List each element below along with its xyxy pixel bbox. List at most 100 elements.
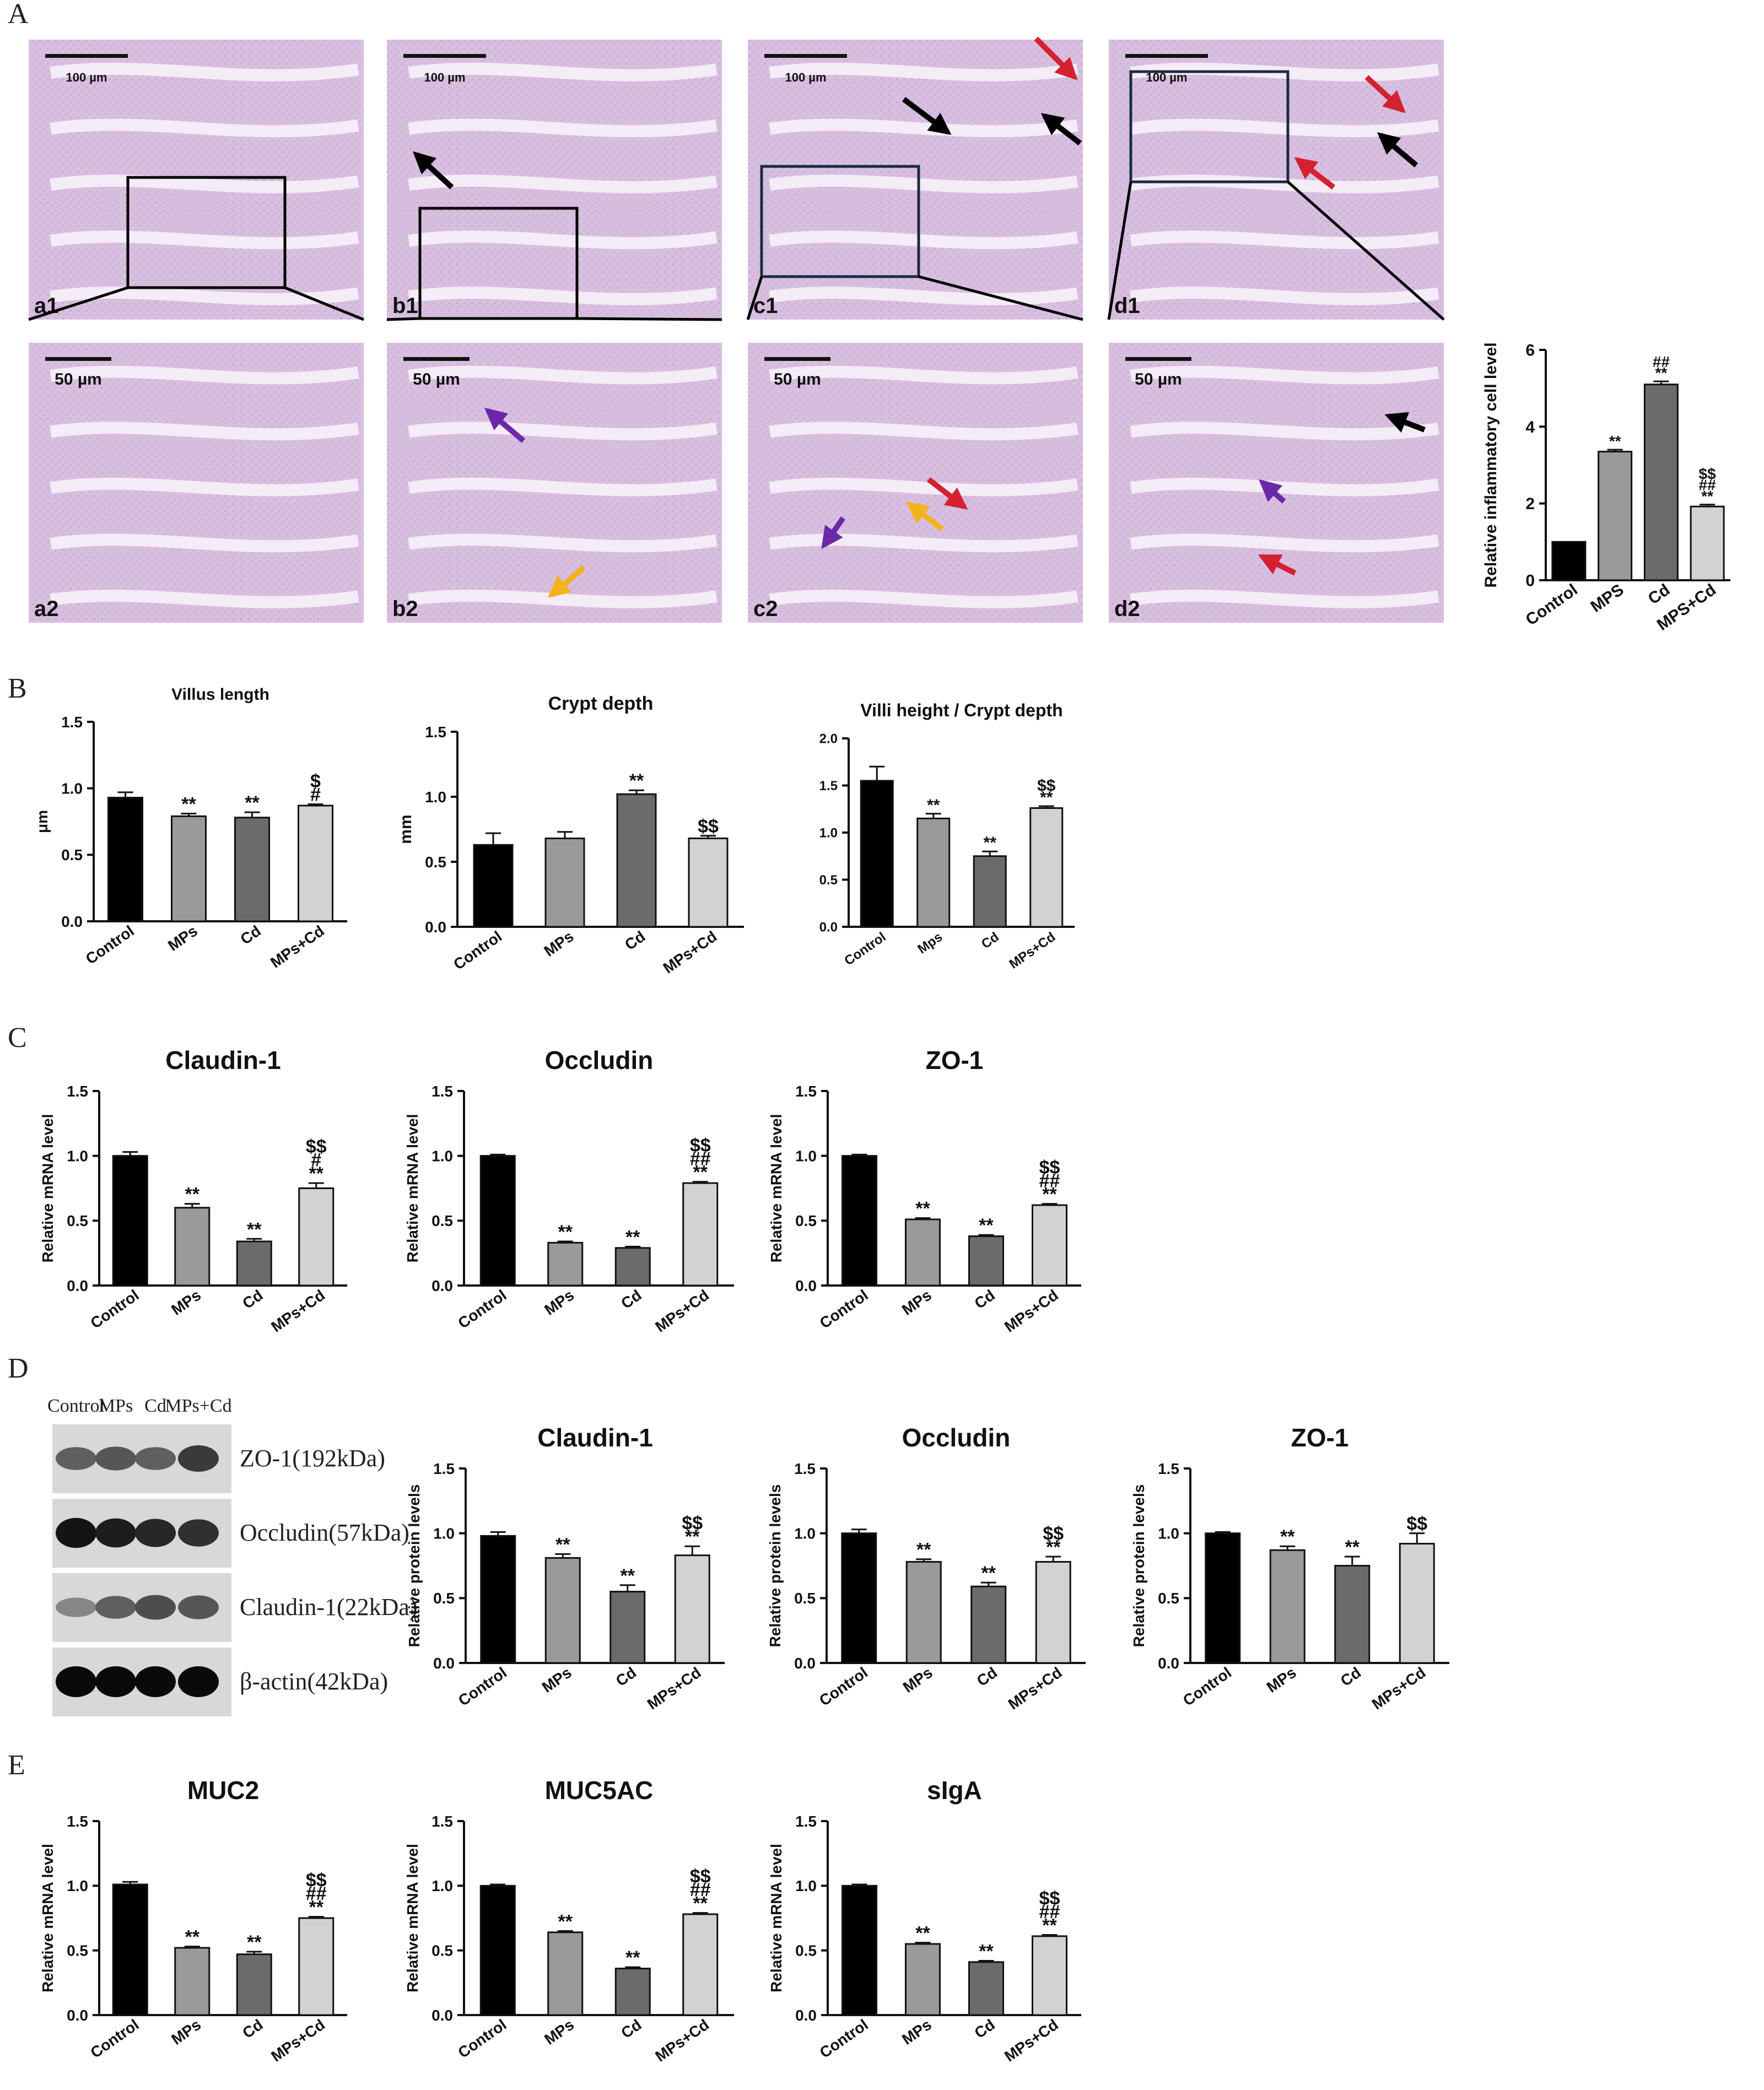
micrograph-b2: 50 µm b2	[387, 343, 722, 623]
x-tick-label: MPs	[541, 2016, 577, 2048]
red-arrow-icon	[1364, 75, 1406, 114]
x-tick-label: MPs	[899, 2016, 935, 2048]
significance-marker: **	[915, 1198, 930, 1219]
x-tick-label: MPs+Cd	[268, 1287, 328, 1336]
significance-marker: **	[247, 1932, 262, 1953]
bar-chart-10: MUC2 0.0 0.5 1.0 1.5 Relative mRNA level Contr…	[39, 1776, 347, 2065]
x-tick-label: Control	[1180, 1664, 1234, 1709]
y-tick-label: 0.0	[1158, 1655, 1179, 1672]
x-tick-label: Control	[817, 2016, 871, 2061]
micrograph-label: d1	[1114, 294, 1140, 318]
micrograph-label: a2	[34, 597, 59, 621]
scale-bar-label: 100 µm	[66, 71, 107, 84]
significance-marker: $$	[1699, 465, 1717, 482]
scale-bar-label: 50 µm	[55, 370, 102, 388]
x-tick-label: Mps	[915, 930, 945, 957]
significance-marker: $$	[682, 1513, 703, 1534]
wb-band	[135, 1447, 176, 1470]
x-tick-label: Control	[87, 1287, 142, 1332]
significance-marker: $$	[1406, 1514, 1427, 1535]
wb-lane-label: Control	[47, 1396, 105, 1416]
scale-bar	[1125, 357, 1191, 361]
lumen-gap	[769, 287, 1078, 305]
y-tick-label: 1.5	[819, 779, 838, 793]
scale-bar-label: 50 µm	[413, 370, 460, 388]
black-arrow-icon	[1377, 132, 1418, 168]
x-tick-label: MPs	[541, 928, 576, 960]
yellow-arrow-icon	[547, 565, 586, 598]
black-arrow-icon	[1384, 412, 1426, 433]
significance-marker: **	[621, 1565, 635, 1586]
x-tick-label: MPs	[165, 922, 201, 954]
y-tick-label: 1.5	[61, 714, 83, 731]
y-tick-label: 0.5	[433, 1590, 455, 1607]
wb-band	[56, 1447, 96, 1470]
red-arrow-icon	[926, 477, 968, 510]
x-tick-label: Cd	[613, 1664, 639, 1690]
y-tick-label: 0.5	[431, 1212, 453, 1229]
y-tick-label: 6	[1525, 342, 1535, 360]
y-tick-label: 1.0	[433, 1525, 455, 1542]
x-tick-label: MPS	[1587, 581, 1627, 616]
wb-band	[95, 1446, 136, 1471]
y-tick-label: 0.5	[67, 1942, 88, 1959]
bar-0	[479, 1155, 516, 1287]
panel-letter-b: B	[8, 673, 27, 704]
y-tick-label: 0.0	[431, 1277, 453, 1294]
x-tick-label: MPs+Cd	[268, 2016, 328, 2065]
micrograph-a2: 50 µm a2	[29, 343, 364, 623]
significance-marker: **	[1655, 364, 1667, 381]
significance-marker: **	[181, 794, 196, 815]
bar-1	[547, 1931, 584, 2016]
y-tick-label: 0.5	[1158, 1590, 1179, 1607]
significance-marker: **	[558, 1911, 573, 1932]
zoom-box	[28, 176, 364, 321]
x-tick-label: MPs	[168, 2016, 204, 2048]
lumen-gap	[50, 477, 359, 496]
significance-marker: ##	[1039, 1902, 1060, 1922]
micrograph-d2: 50 µm d2	[1109, 343, 1444, 623]
significance-marker: **	[555, 1534, 570, 1555]
panel-letter-e: E	[8, 1749, 25, 1781]
x-tick-label: MPs+Cd	[652, 1287, 712, 1336]
significance-marker: $	[310, 771, 321, 792]
significance-marker: ##	[690, 1148, 711, 1169]
bar-2	[236, 1953, 272, 2016]
lumen-gap	[408, 287, 718, 305]
bar-0	[860, 780, 894, 928]
y-tick-label: 0.5	[795, 1942, 817, 1959]
scale-bar	[1125, 54, 1208, 58]
significance-marker: **	[629, 770, 644, 791]
significance-marker: **	[916, 1540, 931, 1560]
significance-marker: **	[979, 1941, 994, 1962]
bar-1	[1598, 451, 1633, 581]
wb-band	[95, 1518, 136, 1548]
lumen-gap	[408, 477, 718, 496]
y-tick-label: 0.5	[819, 873, 838, 888]
bar-2	[1643, 384, 1679, 581]
significance-marker: $$	[306, 1870, 327, 1891]
lumen-gap	[1130, 365, 1439, 385]
bar-2	[1334, 1565, 1371, 1664]
bar-chart-3: Villi height / Crypt depth 0.0 0.5 1.0 1.5 2.…	[819, 700, 1075, 972]
x-tick-label: MPs+Cd	[267, 922, 327, 971]
zoom-box	[386, 207, 722, 321]
bar-3	[688, 838, 729, 928]
significance-marker: **	[984, 834, 997, 852]
x-tick-label: MPs+Cd	[1001, 2016, 1061, 2065]
bar-0	[473, 844, 514, 928]
significance-marker: **	[979, 1215, 994, 1236]
wb-band	[135, 1519, 176, 1547]
y-tick-label: 1.0	[795, 1147, 817, 1164]
chart-title: Villus length	[171, 685, 269, 704]
lumen-gap	[1130, 533, 1439, 553]
bar-0	[480, 1535, 516, 1664]
chart-title: Occludin	[902, 1423, 1011, 1452]
wb-lane-label: MPs	[99, 1396, 133, 1416]
chart-title: ZO-1	[926, 1046, 984, 1074]
significance-marker: $$	[1037, 777, 1056, 795]
bar-0	[1551, 541, 1587, 581]
black-arrow-icon	[902, 97, 952, 135]
